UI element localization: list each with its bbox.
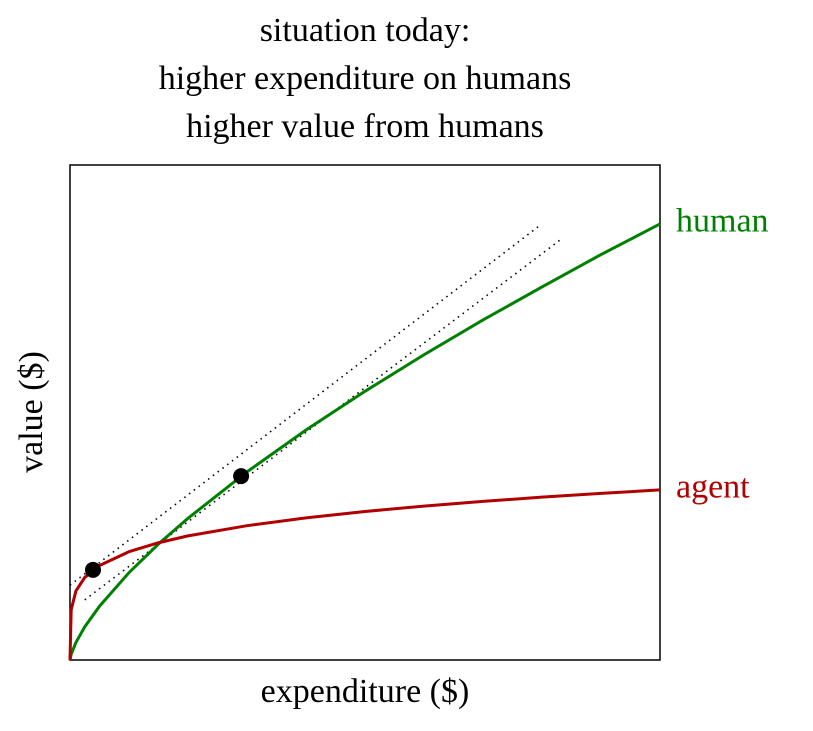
y-axis-label: value ($) <box>13 351 50 473</box>
marked-point <box>85 561 102 578</box>
chart-title-line: higher value from humans <box>186 108 544 145</box>
series-line <box>68 222 661 661</box>
marked-point <box>233 468 250 485</box>
x-axis-label: expenditure ($) <box>261 673 470 710</box>
chart-title-line: situation today: <box>260 12 471 49</box>
chart-title-line: higher expenditure on humans <box>159 60 572 97</box>
plot-frame <box>69 164 661 661</box>
series-label: agent <box>676 469 750 506</box>
series-line <box>68 488 661 661</box>
tangent-line <box>69 224 541 586</box>
series-label: human <box>676 203 769 240</box>
